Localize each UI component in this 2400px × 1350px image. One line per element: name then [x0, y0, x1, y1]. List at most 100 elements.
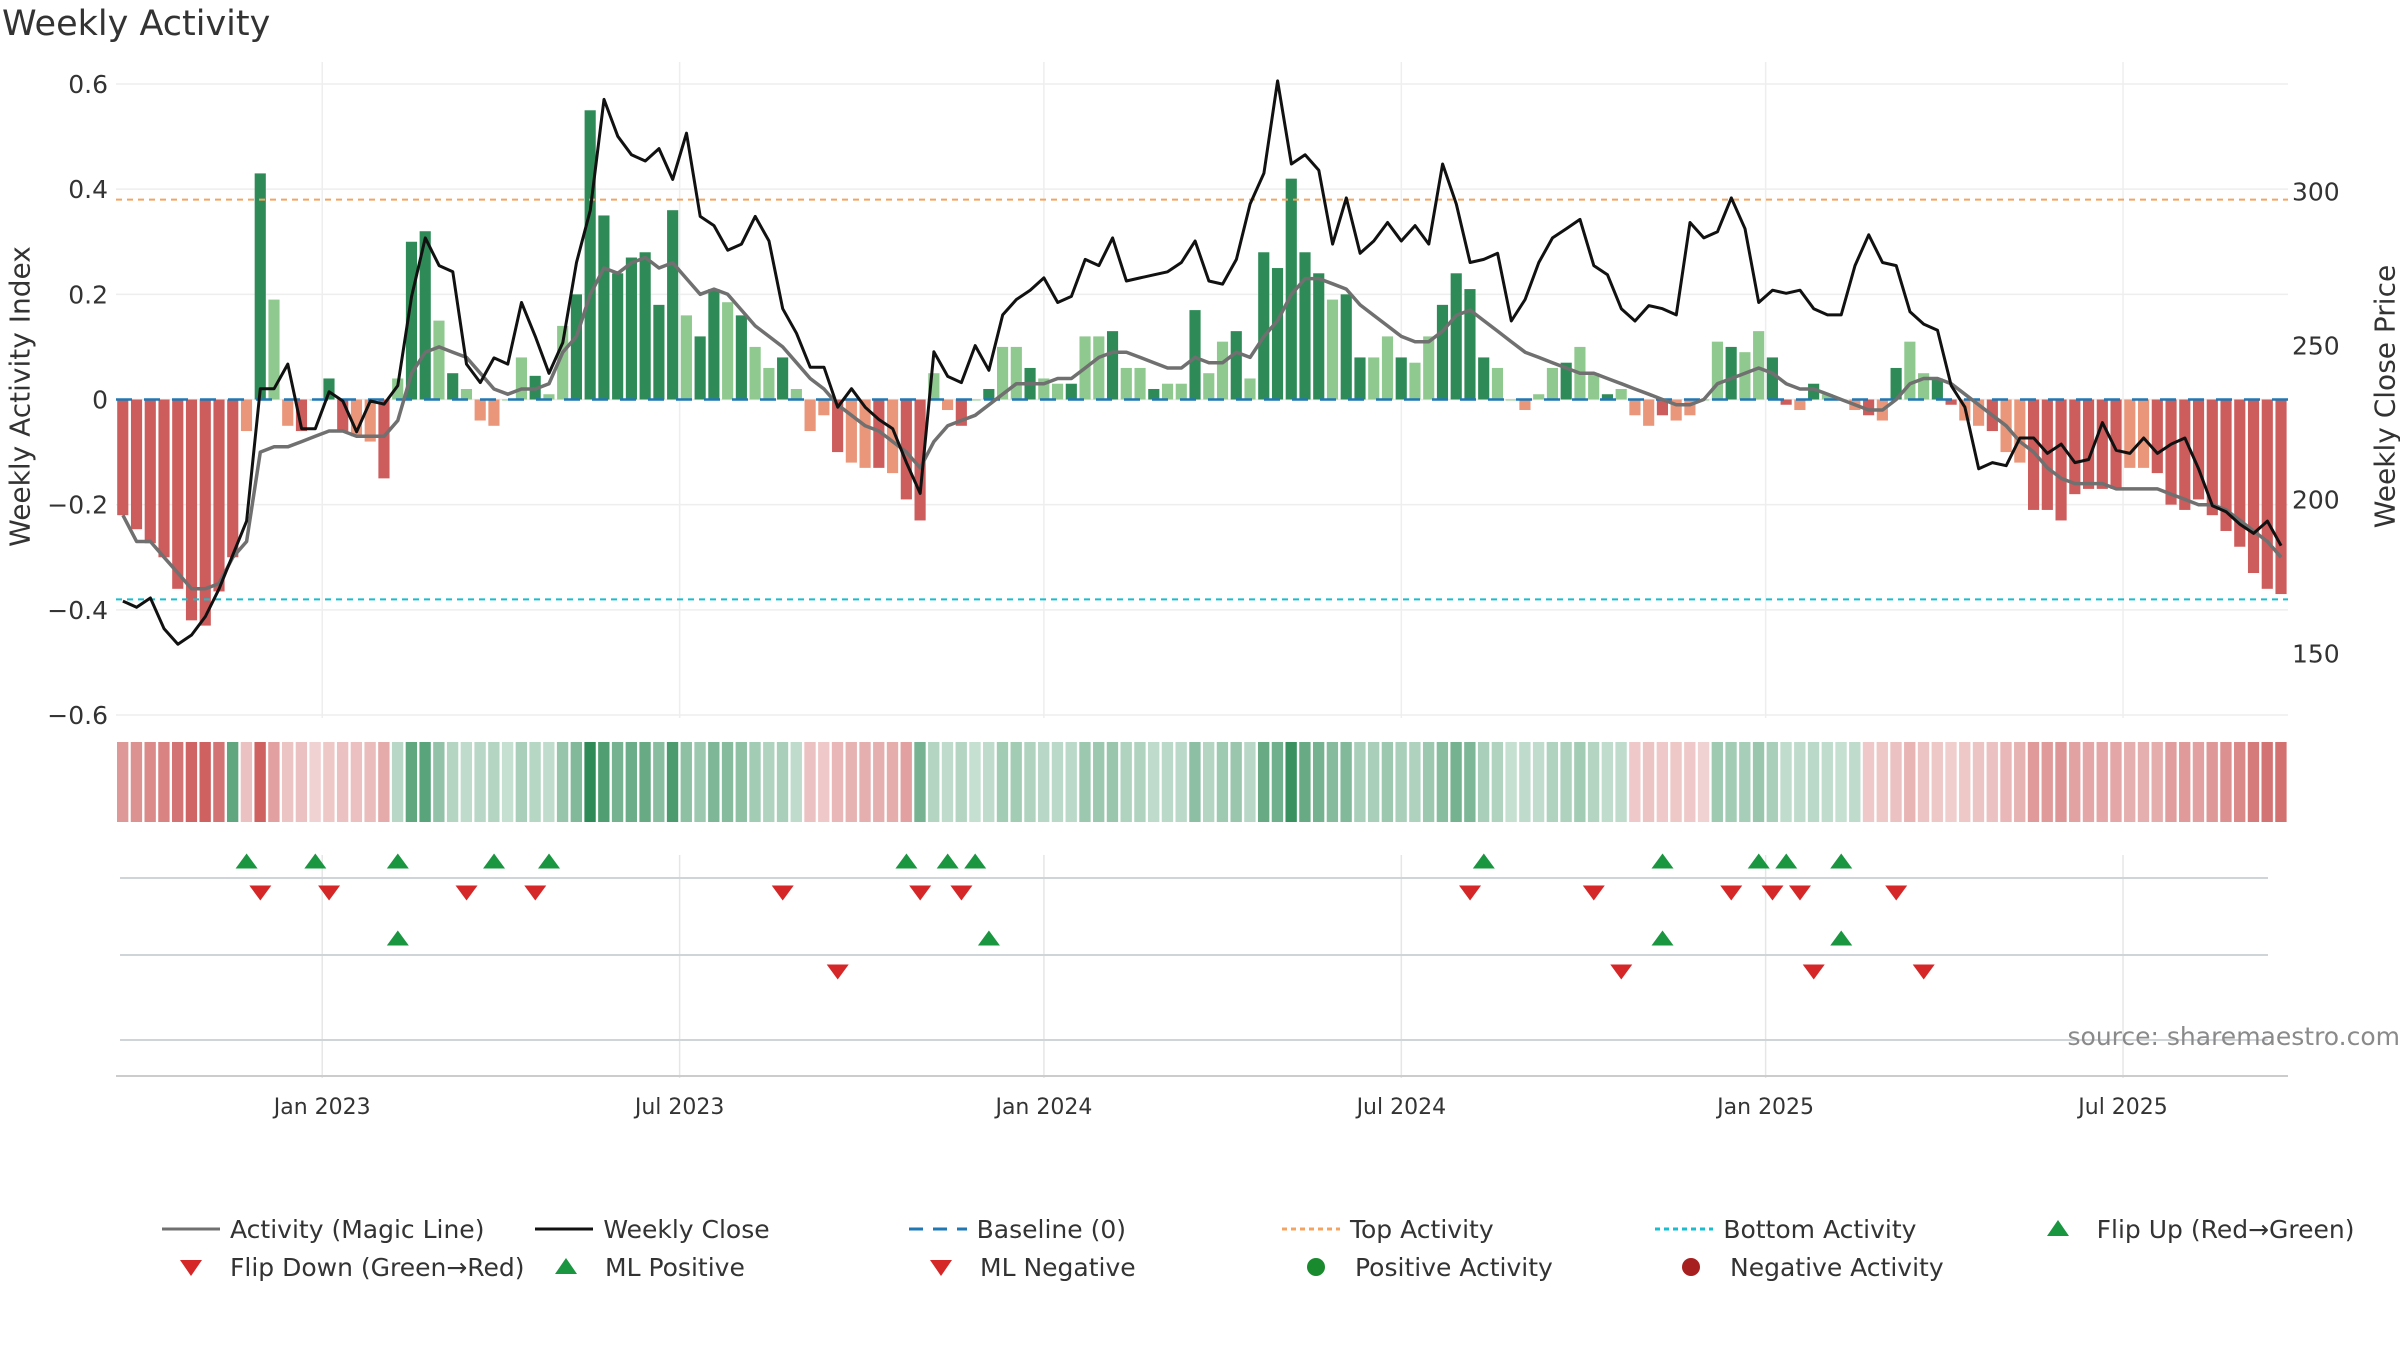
strip-cell: [1038, 742, 1050, 822]
strip-cell: [1395, 742, 1407, 822]
strip-cell: [1189, 742, 1201, 822]
strip-cell: [130, 742, 143, 822]
activity-bar: [1780, 399, 1792, 405]
strip-cell: [433, 742, 445, 822]
activity-bar: [557, 325, 569, 400]
legend-weekly-close-symbol: [535, 1227, 594, 1231]
activity-bar: [1423, 336, 1435, 400]
strip-cell: [1890, 742, 1902, 822]
activity-bar: [667, 210, 679, 400]
y-tick-label-right: 250: [2292, 332, 2340, 361]
strip-cell: [790, 742, 802, 822]
activity-bar: [1918, 373, 1930, 400]
strip-cell: [1079, 742, 1091, 822]
activity-bar: [1065, 383, 1077, 400]
strip-cell: [1134, 742, 1146, 822]
flip-down-marker: [318, 885, 341, 901]
strip-cell: [529, 742, 541, 822]
activity-bar: [130, 399, 143, 530]
ml-negative-marker: [826, 964, 849, 980]
legend-flip-up: Flip Up (Red→Green): [2027, 1214, 2400, 1244]
activity-bar: [1175, 383, 1187, 400]
activity-bar: [2275, 399, 2287, 595]
strip-cell: [1161, 742, 1174, 822]
flip-down-marker: [771, 885, 794, 901]
strip-cell: [1739, 742, 1751, 822]
activity-bar: [777, 357, 789, 400]
strip-cell: [199, 742, 211, 822]
activity-bar: [1258, 252, 1270, 400]
flip-up-marker: [964, 853, 987, 869]
activity-bar: [2055, 399, 2067, 521]
activity-bar: [199, 399, 211, 626]
activity-bar: [1643, 399, 1655, 426]
activity-bar: [1381, 336, 1394, 400]
activity-bar: [158, 399, 170, 558]
activity-bar: [1340, 294, 1352, 400]
activity-bar: [1299, 252, 1311, 400]
strip-cell: [804, 742, 816, 822]
strip-cell: [2275, 742, 2287, 822]
strip-cell: [1010, 742, 1022, 822]
strip-cell: [185, 742, 198, 822]
activity-bar: [2179, 399, 2191, 510]
ml-negative-marker: [1802, 964, 1825, 980]
activity-bar: [900, 399, 912, 500]
strip-cell: [1450, 742, 1462, 822]
activity-bar: [1148, 388, 1160, 400]
strip-cell: [1519, 742, 1531, 822]
activity-bar: [735, 315, 747, 400]
strip-cell: [1244, 742, 1256, 822]
strip-cell: [1203, 742, 1215, 822]
flip-down-marker: [909, 885, 932, 901]
activity-bar: [1794, 399, 1806, 411]
activity-bar: [749, 346, 761, 400]
activity-bar: [172, 399, 184, 589]
activity-bar: [2069, 399, 2081, 495]
activity-bar: [213, 399, 225, 592]
x-tick-label: Jul 2025: [2076, 1095, 2168, 1120]
activity-bar: [1766, 357, 1778, 400]
activity-bar: [804, 399, 816, 432]
ml-positive-marker: [1830, 930, 1853, 946]
strip-cell: [1807, 742, 1820, 822]
strip-cell: [2069, 742, 2081, 822]
legend: Activity (Magic Line) Weekly Close Basel…: [160, 1210, 2400, 1286]
strip-cell: [1670, 742, 1682, 822]
activity-bar: [1189, 310, 1201, 400]
flip-up-icon: [2046, 1220, 2069, 1236]
flip-down-marker: [249, 885, 272, 901]
strip-cell: [666, 742, 679, 822]
strip-cell: [1230, 742, 1242, 822]
activity-bar: [1134, 367, 1146, 400]
strip-cell: [1917, 742, 1930, 822]
strip-cell: [1780, 742, 1792, 822]
y-tick-label-left: 0.6: [68, 70, 108, 99]
ml-negative-marker: [1610, 964, 1633, 980]
strip-cell: [2151, 742, 2163, 822]
strip-cell: [2165, 742, 2177, 822]
activity-bar: [144, 399, 156, 544]
strip-cell: [378, 742, 390, 822]
y-tick-label-left: 0.4: [68, 175, 108, 204]
strip-cell: [1024, 742, 1036, 822]
strip-cell: [556, 742, 569, 822]
strip-cell: [639, 742, 651, 822]
y-tick-label-right: 200: [2292, 486, 2340, 515]
strip-cell: [1148, 742, 1160, 822]
ml-negative-icon: [930, 1260, 952, 1276]
weekly-close-line: [122, 79, 2283, 646]
activity-bar: [282, 399, 294, 426]
strip-cell: [1257, 742, 1270, 822]
activity-bar: [1354, 357, 1366, 400]
ml-positive-marker: [386, 930, 409, 946]
activity-bar: [502, 399, 514, 401]
strip-cell: [240, 742, 253, 822]
activity-bar: [1093, 336, 1105, 400]
strip-cell: [2000, 742, 2012, 822]
strip-cell: [323, 742, 335, 822]
strip-cell: [419, 742, 431, 822]
activity-bar: [1395, 357, 1407, 400]
flip-up-marker: [538, 853, 561, 869]
x-tick-label: Jan 2024: [993, 1095, 1092, 1120]
